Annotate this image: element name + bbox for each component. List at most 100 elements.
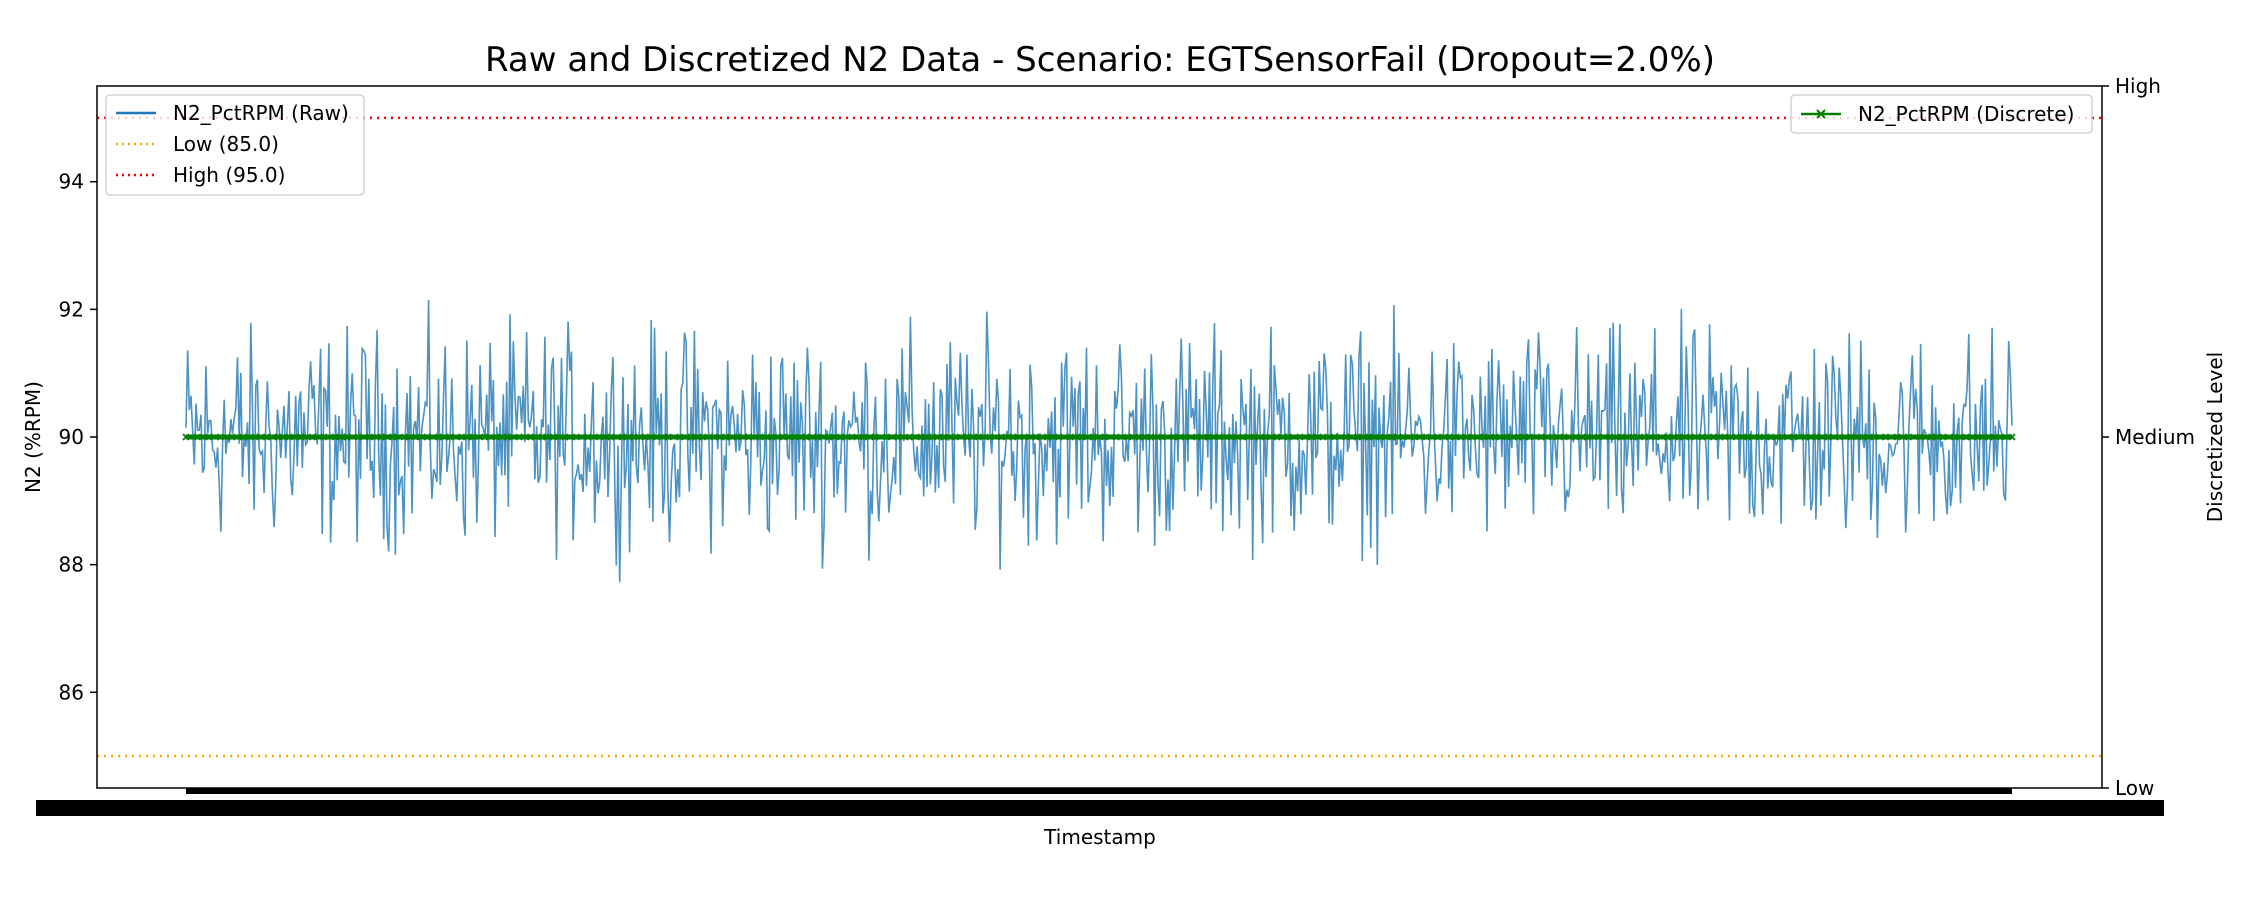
discrete-marker [641, 433, 650, 441]
x-tick-labels-band [36, 800, 2164, 816]
y-tick-label: 90 [59, 425, 84, 449]
discrete-marker [1296, 433, 1304, 441]
discrete-marker [1411, 433, 1419, 441]
discrete-marker [274, 433, 282, 441]
discrete-marker [836, 433, 845, 441]
discrete-marker [905, 433, 914, 441]
discrete-marker [549, 433, 558, 441]
discrete-marker [389, 433, 397, 441]
discrete-marker [768, 433, 776, 441]
discrete-marker [1652, 433, 1660, 441]
discrete-marker [1882, 433, 1890, 441]
discrete-marker [986, 433, 994, 441]
y-tick-label: 92 [59, 297, 84, 321]
discrete-marker [1514, 433, 1522, 441]
discrete-marker [1663, 433, 1672, 441]
discrete-marker [1020, 433, 1028, 441]
y-axis-label: N2 (%RPM) [21, 381, 45, 493]
discrete-marker [1503, 433, 1511, 441]
discrete-marker [1238, 433, 1247, 441]
discrete-marker [630, 433, 638, 441]
discrete-marker [193, 433, 202, 441]
discrete-marker [1767, 433, 1775, 441]
discrete-marker [894, 433, 902, 441]
discrete-marker [469, 433, 477, 441]
discrete-marker [1548, 433, 1557, 441]
discrete-marker [595, 433, 604, 441]
discrete-marker [1985, 433, 1993, 441]
discrete-marker [1813, 433, 1821, 441]
discrete-marker [1801, 433, 1809, 441]
discrete-marker [963, 433, 971, 441]
discrete-marker [435, 433, 443, 441]
discrete-marker [1491, 433, 1499, 441]
discrete-marker [791, 433, 799, 441]
discrete-marker [1526, 433, 1534, 441]
legend-discrete-label: N2_PctRPM (Discrete) [1858, 102, 2074, 126]
discrete-marker [182, 433, 190, 441]
discrete-marker [1319, 433, 1327, 441]
discrete-marker [1112, 433, 1120, 441]
discrete-marker [1089, 433, 1097, 441]
discrete-marker [1905, 433, 1913, 441]
discrete-marker [802, 433, 810, 441]
discrete-marker [779, 433, 787, 441]
discrete-marker [572, 433, 581, 441]
discrete-marker [1101, 433, 1109, 441]
discrete-marker [1227, 433, 1235, 441]
legend-low-label: Low (85.0) [173, 132, 279, 156]
discrete-marker [1457, 433, 1465, 441]
discrete-marker [1916, 433, 1924, 441]
chart-title: Raw and Discretized N2 Data - Scenario: … [485, 40, 1715, 80]
discrete-marker [1399, 433, 1407, 441]
discrete-marker [1606, 433, 1614, 441]
discrete-marker [687, 433, 695, 441]
discrete-marker [882, 433, 891, 441]
discrete-marker [228, 433, 236, 441]
discrete-marker [1422, 433, 1430, 441]
discrete-marker [377, 433, 385, 441]
discrete-marker [1583, 433, 1591, 441]
discrete-marker [239, 433, 248, 441]
discrete-marker [1181, 433, 1189, 441]
discrete-marker [1055, 433, 1063, 441]
discrete-marker [974, 433, 983, 441]
left-y-axis: 86 88 90 92 94 [59, 170, 97, 704]
discrete-marker [848, 433, 856, 441]
discrete-marker [1009, 433, 1017, 441]
discrete-marker [457, 433, 466, 441]
discrete-marker [1215, 433, 1224, 441]
discrete-marker [1870, 433, 1878, 441]
discrete-marker [1973, 433, 1982, 441]
discrete-marker [1434, 433, 1442, 441]
right-y-axis-label: Discretized Level [2203, 352, 2227, 523]
discrete-marker [917, 433, 925, 441]
discrete-marker [1594, 433, 1603, 441]
discrete-marker [1342, 433, 1350, 441]
discrete-marker [1939, 433, 1947, 441]
discrete-marker [1698, 433, 1706, 441]
discrete-marker [1468, 433, 1476, 441]
discrete-marker [940, 433, 948, 441]
discrete-marker [825, 433, 833, 441]
discrete-marker [1962, 433, 1970, 441]
discrete-marker [538, 433, 546, 441]
discrete-marker [251, 433, 259, 441]
discrete-marker [928, 433, 937, 441]
discrete-marker [653, 433, 661, 441]
discrete-marker [1709, 433, 1718, 441]
discrete-marker [1732, 433, 1741, 441]
discrete-marker [1721, 433, 1729, 441]
discrete-marker [1893, 433, 1901, 441]
discrete-marker [699, 433, 707, 441]
discrete-marker [503, 433, 512, 441]
discrete-marker [1824, 433, 1832, 441]
discrete-marker [331, 433, 339, 441]
discrete-marker [1617, 433, 1626, 441]
discrete-marker [1192, 433, 1201, 441]
discrete-marker [515, 433, 523, 441]
discrete-marker [1686, 433, 1695, 441]
discrete-marker [1147, 433, 1155, 441]
discrete-marker [584, 433, 592, 441]
